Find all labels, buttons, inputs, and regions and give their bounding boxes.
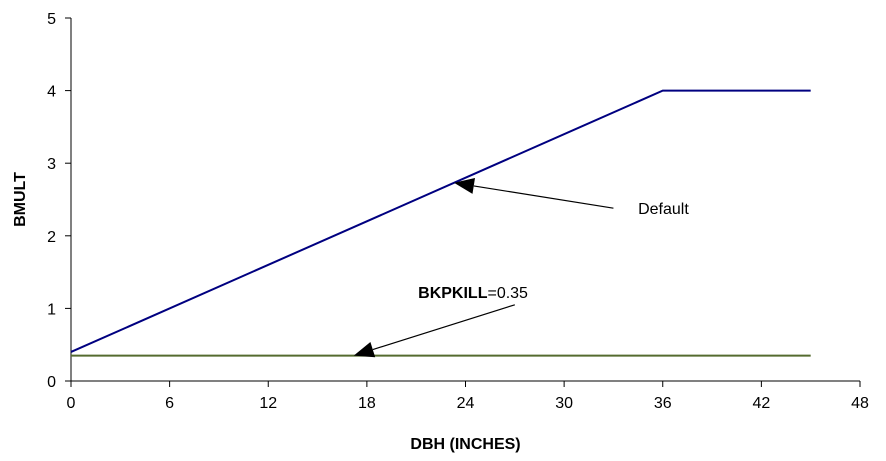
y-axis-title: BMULT — [12, 172, 29, 227]
y-tick-label: 1 — [47, 301, 56, 318]
annotation-label-bold: BKPKILL — [418, 285, 488, 302]
x-tick-label: 30 — [555, 395, 573, 412]
axes — [70, 18, 860, 382]
y-tick-label: 4 — [47, 84, 56, 101]
x-tick-label: 6 — [165, 395, 174, 412]
annotation-label-text: Default — [638, 201, 689, 218]
x-tick-label: 42 — [752, 395, 770, 412]
annotations: Default BKPKILL=0.35 — [353, 178, 689, 358]
series-lines — [70, 89, 811, 357]
x-tick-label: 12 — [259, 395, 277, 412]
annotation-label-text: =0.35 — [487, 285, 528, 302]
annotation-arrow-line — [372, 304, 515, 351]
y-tick-label: 0 — [47, 374, 56, 391]
x-tick-label: 24 — [457, 395, 475, 412]
x-axis-ticks: 0 6 12 18 24 30 36 42 48 — [67, 381, 869, 412]
annotation-label: BKPKILL=0.35 — [418, 285, 528, 302]
x-tick-label: 48 — [851, 395, 869, 412]
y-tick-label: 3 — [47, 156, 56, 173]
annotation-label: Default — [638, 201, 689, 218]
annotation-arrowhead — [353, 341, 376, 358]
y-tick-label: 5 — [47, 11, 56, 28]
y-axis-ticks: 0 1 2 3 4 5 — [47, 11, 71, 391]
x-tick-label: 0 — [67, 395, 76, 412]
x-axis-title: DBH (INCHES) — [410, 436, 520, 453]
annotation-arrowhead — [453, 178, 476, 194]
series-line-1 — [70, 89, 811, 353]
annotation-arrow-line — [473, 185, 614, 209]
x-tick-label: 36 — [654, 395, 672, 412]
y-tick-label: 2 — [47, 229, 56, 246]
x-tick-label: 18 — [358, 395, 376, 412]
